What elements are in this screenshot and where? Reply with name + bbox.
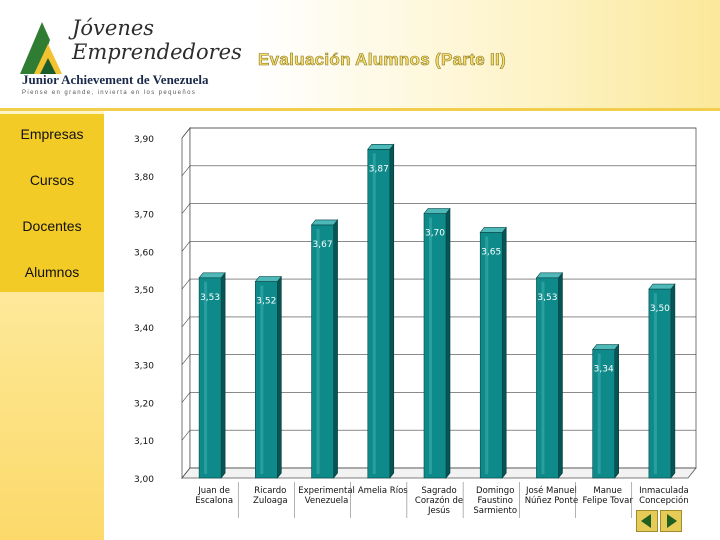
next-slide-button[interactable] [660,510,682,532]
x-tick-label: Juan de Escalona [195,486,233,506]
data-label: 3,34 [594,365,614,375]
y-tick-label: 3,20 [134,399,154,409]
y-tick-label: 3,40 [134,324,154,334]
gridline-side [181,354,191,365]
gridline-side [181,278,191,290]
bar [423,207,451,479]
gridline-side [181,165,191,176]
header-divider [0,108,720,111]
nav-item-empresas[interactable]: Empresas [20,126,84,142]
bar-chart: 3,00 3,10 3,20 3,30 3,40 3,50 3,60 3,70 3,80 3,90… [134,126,697,518]
gridline-side [181,430,191,441]
logo-mark-icon [20,22,62,74]
bar [479,226,507,479]
y-tick-label: 3,50 [134,286,154,296]
bar [648,283,676,479]
x-tick-label: Sagrado Corazón de Jesús [415,486,463,516]
gridline-side [181,467,191,479]
bar [198,271,226,479]
bar [535,271,564,479]
bar [367,143,395,479]
y-tick-label: 3,70 [134,211,154,221]
bar [592,343,620,479]
nav-item-cursos[interactable]: Cursos [29,172,75,188]
data-label: 3,52 [256,297,276,307]
x-tick-label: José Manuel Núñez Ponte [525,485,579,506]
sidebar-nav: Empresas Cursos Docentes Alumnos [0,114,104,292]
data-label: 3,65 [481,247,501,257]
x-tick-label: Manue Felipe Tovar [582,486,633,506]
logo-org: Junior Achievement de Venezuela [22,72,209,87]
y-tick-label: 3,60 [134,248,154,258]
y-tick-label: 3,30 [134,362,154,372]
logo-tagline: Piense en grande, invierta en los pequeñ… [22,90,197,96]
gridline-side [181,241,191,252]
gridline-side [181,392,191,403]
x-tick-label: Inmaculada Concepción [639,486,689,506]
data-label: 3,53 [537,293,557,303]
y-tick-label: 3,10 [134,437,154,447]
arrow-left-icon [641,514,651,528]
y-tick-label: 3,00 [134,475,154,485]
page-title: Evaluación Alumnos (Parte II) [258,50,507,70]
chart-side-wall [181,126,191,480]
data-label: 3,67 [313,240,333,250]
data-label: 3,87 [369,164,389,174]
x-tick-label: Experimental Venezuela [298,486,355,506]
x-tick-label: Amelia Ríos [358,486,408,496]
prev-slide-button[interactable] [636,510,658,532]
nav-item-docentes[interactable]: Docentes [22,218,82,234]
logo: Jóvenes Emprendedores Junior Achievement… [12,16,242,102]
gridline-side [181,316,191,328]
x-tick-label: Ricardo Zuloaga [253,486,288,506]
header-band [0,0,720,110]
x-tick-label: Domingo Faustino Sarmiento [473,486,517,516]
y-tick-label: 3,90 [134,135,154,145]
gridline-side [181,203,191,214]
bar [254,275,282,479]
y-tick-label: 3,80 [134,173,154,183]
data-label: 3,50 [650,304,670,314]
nav-item-alumnos[interactable]: Alumnos [24,264,80,280]
logo-line1: Jóvenes [72,16,155,40]
logo-line2: Emprendedores [72,40,242,64]
arrow-right-icon [667,514,677,528]
data-label: 3,70 [425,229,445,239]
data-label: 3,53 [200,293,220,303]
bar [310,219,339,479]
gridline-side [181,127,191,139]
